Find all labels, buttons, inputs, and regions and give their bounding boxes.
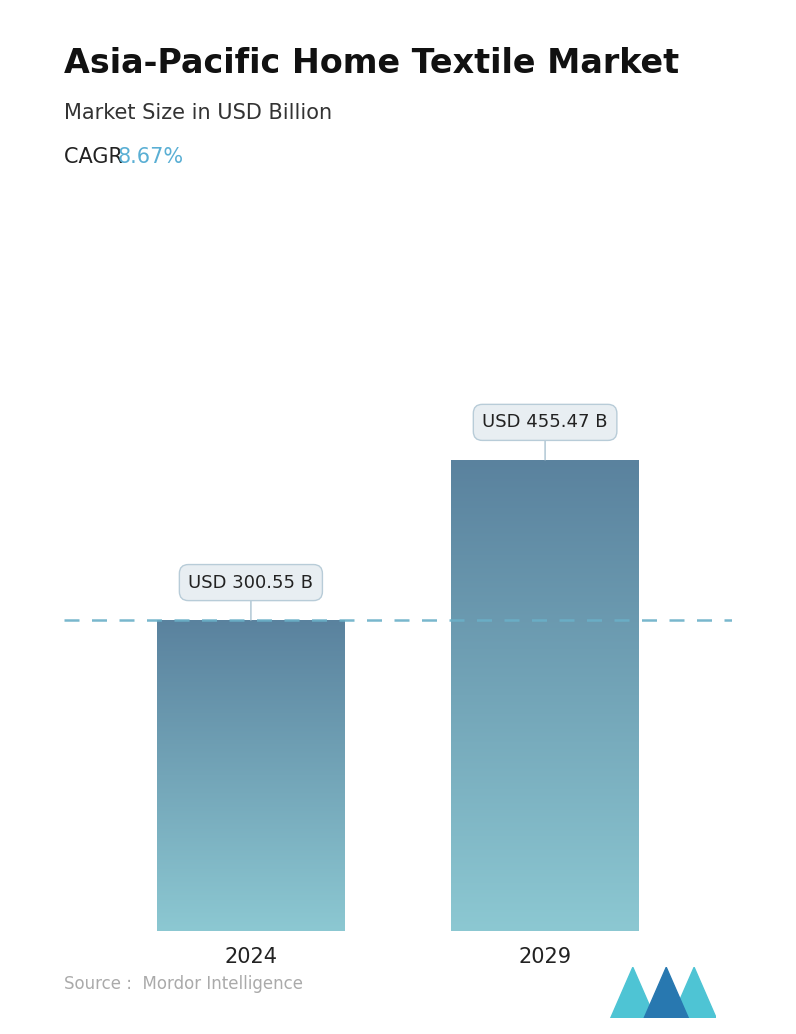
Polygon shape — [644, 968, 689, 1018]
Polygon shape — [672, 968, 716, 1018]
Text: Asia-Pacific Home Textile Market: Asia-Pacific Home Textile Market — [64, 47, 679, 80]
Text: USD 300.55 B: USD 300.55 B — [189, 574, 314, 619]
Text: CAGR: CAGR — [64, 147, 129, 166]
Text: USD 455.47 B: USD 455.47 B — [482, 414, 608, 460]
Text: 8.67%: 8.67% — [118, 147, 184, 166]
Polygon shape — [611, 968, 655, 1018]
Text: Market Size in USD Billion: Market Size in USD Billion — [64, 103, 332, 123]
Text: Source :  Mordor Intelligence: Source : Mordor Intelligence — [64, 975, 302, 993]
